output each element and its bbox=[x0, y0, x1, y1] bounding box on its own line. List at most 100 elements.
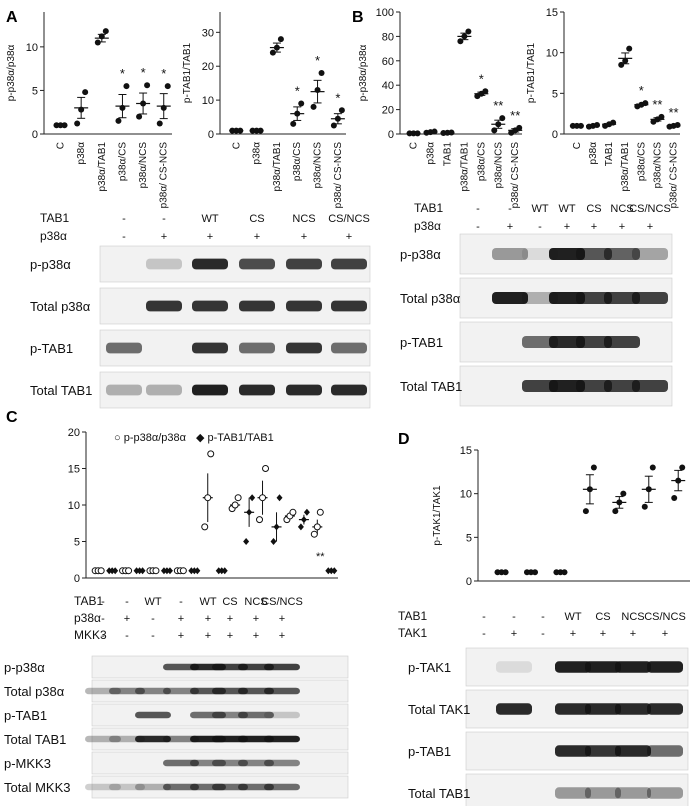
blot-header-cell: + bbox=[161, 231, 167, 243]
blot-band bbox=[106, 342, 142, 354]
blot-row-label: Total p38α bbox=[400, 291, 461, 306]
data-point bbox=[94, 39, 101, 46]
blot-header-cell: + bbox=[301, 231, 307, 243]
y-tick-label: 20 bbox=[68, 427, 80, 439]
panel-letter-d: D bbox=[398, 431, 410, 448]
blot-band bbox=[576, 292, 612, 304]
x-category-label: p38α/ CS-NCS bbox=[333, 142, 344, 209]
legend-p38: ○ p-p38α/p38α bbox=[114, 432, 187, 444]
blot-band bbox=[549, 248, 585, 260]
significance-mark: * bbox=[479, 71, 484, 86]
y-tick-label: 10 bbox=[546, 48, 558, 60]
blot-header-cell: - bbox=[101, 596, 105, 608]
blot-header-cell: - bbox=[508, 203, 512, 215]
data-point bbox=[626, 45, 633, 52]
data-point-open bbox=[152, 567, 160, 575]
data-point bbox=[330, 122, 337, 129]
data-point bbox=[499, 115, 506, 122]
data-point-diamond bbox=[273, 523, 280, 531]
blot-band bbox=[146, 384, 182, 396]
data-point-open bbox=[125, 567, 133, 575]
data-point-open bbox=[316, 508, 324, 516]
significance-mark: ** bbox=[510, 108, 520, 123]
blot-header-cell: WT bbox=[564, 611, 581, 623]
data-point bbox=[594, 122, 600, 129]
blot-band bbox=[85, 783, 121, 791]
blot-header-cell: - bbox=[151, 630, 155, 642]
blot-row-label: p-TAB1 bbox=[408, 744, 451, 759]
blot-header-cell: - bbox=[512, 611, 516, 623]
significance-mark: ** bbox=[668, 105, 678, 120]
blot-header-cell: + bbox=[227, 630, 233, 642]
data-point-open bbox=[256, 516, 264, 524]
data-point bbox=[140, 100, 147, 107]
blot-row-label: p-p38α bbox=[4, 660, 45, 675]
chart-b-tab1: 0 5 10 15 p-TAB1/TAB1 C p38α TAB1 p38α/TAB1 * p38α… bbox=[526, 7, 681, 208]
significance-mark: * bbox=[161, 66, 166, 81]
data-point bbox=[482, 88, 489, 95]
data-point bbox=[495, 121, 502, 128]
blot-header-cell: + bbox=[227, 613, 233, 625]
blot-band bbox=[555, 787, 591, 799]
blot-band bbox=[632, 380, 668, 392]
blot-band bbox=[192, 300, 228, 312]
blot-header-cell: - bbox=[125, 596, 129, 608]
x-category-label: p38α/CS bbox=[117, 142, 128, 181]
blot-header-label: p38α bbox=[414, 219, 441, 233]
y-axis-label: p-p38α/p38α bbox=[358, 44, 369, 101]
blot-row-label: Total TAK1 bbox=[408, 702, 470, 717]
x-category-label: p38α bbox=[76, 142, 87, 165]
blot-header-cell: + bbox=[253, 630, 259, 642]
blot-header-label: TAB1 bbox=[414, 201, 443, 215]
y-tick-label: 10 bbox=[68, 500, 80, 512]
blot-band bbox=[522, 336, 558, 348]
blot-band bbox=[331, 300, 367, 312]
blot-band bbox=[647, 661, 683, 673]
blot-header-cell: + bbox=[570, 628, 576, 640]
panel-letter-a: A bbox=[6, 9, 18, 26]
x-category-label: p38α/TAB1 bbox=[272, 142, 283, 192]
x-category-label: C bbox=[572, 142, 583, 149]
blot-header-label: p38α bbox=[74, 611, 101, 625]
blot-band bbox=[146, 258, 182, 270]
data-point bbox=[310, 103, 317, 110]
y-axis-label: p-p38α/p38α bbox=[6, 44, 17, 101]
blot-band bbox=[585, 703, 621, 715]
blot-band bbox=[585, 787, 621, 799]
x-category-label: p38α/NCS bbox=[138, 142, 149, 189]
x-category-label: TAB1 bbox=[604, 142, 615, 167]
blot-header-cell: + bbox=[600, 628, 606, 640]
data-point bbox=[561, 569, 568, 576]
blot-strip bbox=[99, 329, 371, 367]
data-point bbox=[156, 120, 163, 127]
data-point bbox=[649, 464, 656, 471]
blot-header-cell: - bbox=[125, 630, 129, 642]
blot-band bbox=[163, 735, 199, 743]
blot-band bbox=[163, 759, 199, 767]
chart-d-tak1: 0 5 10 15 p-TAK1/TAK1 bbox=[432, 445, 690, 588]
y-tick-label: 20 bbox=[202, 61, 214, 73]
data-point bbox=[612, 508, 619, 515]
blot-d: TAB1 - - - WT CS NCS CS/NCS TAK1 - + - + + + + p-TAK1 Tot… bbox=[398, 609, 689, 806]
data-point bbox=[123, 83, 130, 90]
data-point bbox=[98, 33, 105, 40]
blot-band bbox=[604, 380, 640, 392]
x-category-label: C bbox=[409, 142, 420, 149]
blot-band bbox=[239, 258, 275, 270]
data-point bbox=[679, 464, 686, 471]
data-point bbox=[642, 100, 649, 107]
blot-band bbox=[331, 384, 367, 396]
blot-band bbox=[264, 783, 300, 791]
blot-band bbox=[604, 336, 640, 348]
blot-band bbox=[555, 661, 591, 673]
y-tick-label: 0 bbox=[74, 573, 80, 585]
y-axis-label: p-TAB1/TAB1 bbox=[526, 42, 537, 103]
x-category-label: p38α/TAB1 bbox=[620, 142, 631, 192]
data-point bbox=[622, 57, 629, 64]
y-tick-label: 0 bbox=[32, 129, 38, 141]
blot-band bbox=[604, 292, 640, 304]
blot-band bbox=[286, 342, 322, 354]
blot-header-label: TAB1 bbox=[398, 609, 427, 623]
blot-header-cell: + bbox=[253, 613, 259, 625]
blot-header-label: TAB1 bbox=[74, 594, 103, 608]
